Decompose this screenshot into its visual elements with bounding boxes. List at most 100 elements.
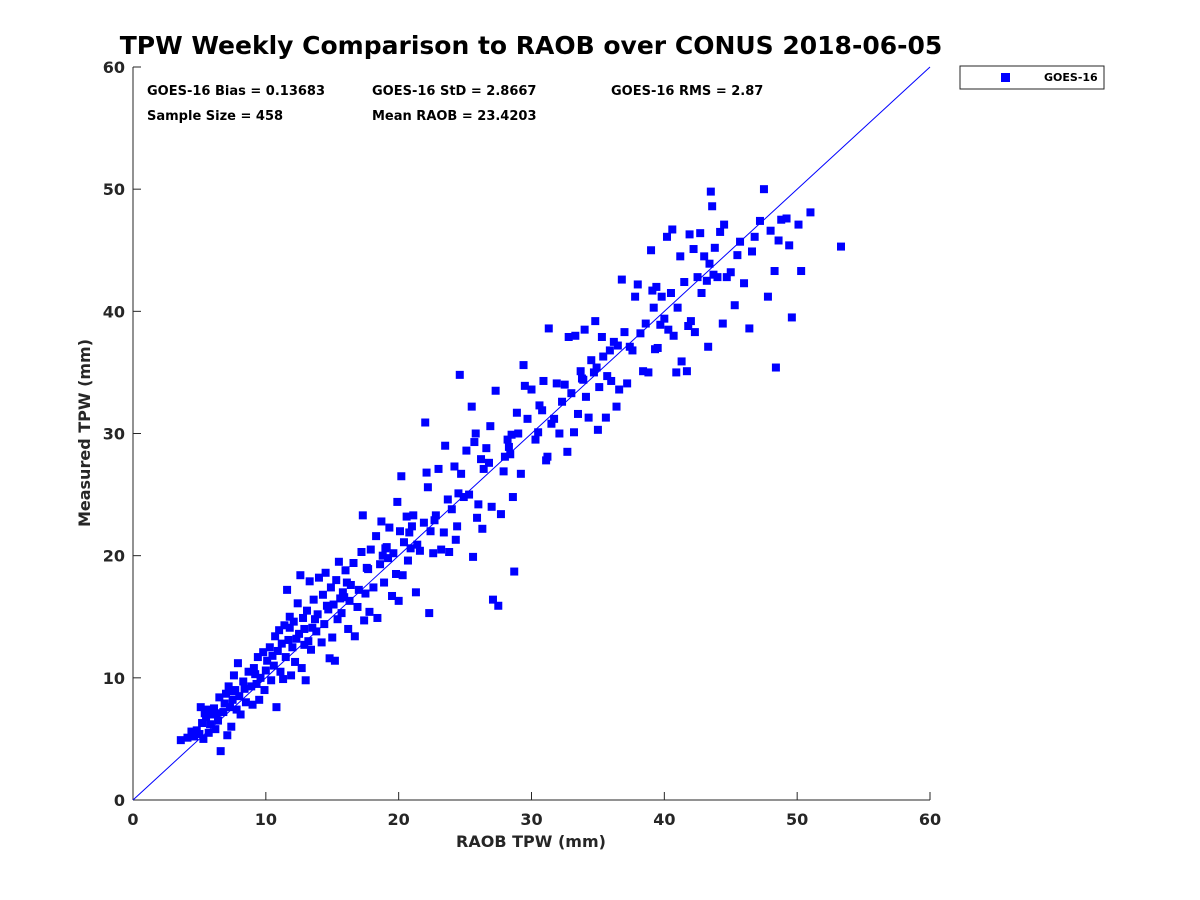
data-point bbox=[682, 367, 691, 376]
data-point bbox=[716, 227, 725, 236]
data-point bbox=[389, 549, 398, 558]
data-point bbox=[587, 356, 596, 365]
data-point bbox=[564, 332, 573, 341]
data-point bbox=[287, 671, 296, 680]
data-point bbox=[641, 319, 650, 328]
data-point bbox=[794, 220, 803, 229]
data-point bbox=[372, 532, 381, 541]
data-point bbox=[837, 242, 846, 251]
data-point bbox=[722, 273, 731, 282]
data-point bbox=[341, 566, 350, 575]
data-point bbox=[455, 370, 464, 379]
data-point bbox=[706, 187, 715, 196]
data-point bbox=[748, 247, 757, 256]
data-point bbox=[690, 328, 699, 337]
data-point bbox=[206, 720, 215, 729]
data-point bbox=[309, 595, 318, 604]
data-point bbox=[385, 523, 394, 532]
data-point bbox=[263, 656, 272, 665]
data-point bbox=[759, 185, 768, 194]
data-point bbox=[506, 450, 515, 459]
data-point bbox=[570, 428, 579, 437]
data-point bbox=[295, 629, 304, 638]
data-point bbox=[660, 314, 669, 323]
data-point bbox=[403, 556, 412, 565]
data-point bbox=[411, 588, 420, 597]
data-point bbox=[235, 692, 244, 701]
data-point bbox=[285, 623, 294, 632]
data-point bbox=[380, 578, 389, 587]
data-point bbox=[774, 236, 783, 245]
stat-rms: GOES-16 RMS = 2.87 bbox=[611, 84, 763, 99]
data-point bbox=[577, 374, 586, 383]
data-point bbox=[576, 367, 585, 376]
data-point bbox=[373, 613, 382, 622]
data-point bbox=[584, 413, 593, 422]
data-point bbox=[221, 689, 230, 698]
data-point bbox=[229, 671, 238, 680]
data-point bbox=[244, 667, 253, 676]
data-point bbox=[499, 467, 508, 476]
data-point bbox=[240, 684, 249, 693]
data-point bbox=[573, 409, 582, 418]
data-point bbox=[431, 511, 440, 520]
data-point bbox=[523, 414, 532, 423]
data-point bbox=[225, 703, 234, 712]
data-point bbox=[595, 383, 604, 392]
data-point bbox=[301, 676, 310, 685]
data-point bbox=[318, 590, 327, 599]
data-point bbox=[510, 567, 519, 576]
x-tick-label: 60 bbox=[919, 810, 941, 829]
data-point bbox=[384, 554, 393, 563]
data-point bbox=[666, 289, 675, 298]
data-point bbox=[599, 352, 608, 361]
data-point bbox=[220, 699, 229, 708]
data-point bbox=[450, 462, 459, 471]
data-point bbox=[195, 730, 204, 739]
data-point bbox=[399, 538, 408, 547]
legend-marker-square bbox=[1001, 73, 1010, 82]
data-point bbox=[471, 429, 480, 438]
data-point bbox=[322, 601, 331, 610]
y-tick-label: 60 bbox=[103, 58, 125, 77]
x-axis-label: RAOB TPW (mm) bbox=[456, 832, 606, 851]
x-tick-label: 50 bbox=[786, 810, 808, 829]
data-point bbox=[227, 722, 236, 731]
data-point bbox=[397, 472, 406, 481]
data-point bbox=[736, 237, 745, 246]
data-point bbox=[248, 700, 257, 709]
data-points bbox=[176, 185, 846, 756]
data-point bbox=[388, 591, 397, 600]
data-point bbox=[187, 727, 196, 736]
data-point bbox=[601, 413, 610, 422]
data-point bbox=[317, 638, 326, 647]
data-point bbox=[349, 558, 358, 567]
data-point bbox=[550, 414, 559, 423]
data-point bbox=[560, 380, 569, 389]
data-point bbox=[656, 320, 665, 329]
data-point bbox=[689, 245, 698, 254]
data-point bbox=[260, 686, 269, 695]
data-point bbox=[478, 524, 487, 533]
data-point bbox=[677, 357, 686, 366]
data-point bbox=[413, 540, 422, 549]
data-point bbox=[617, 275, 626, 284]
x-tick-label: 20 bbox=[388, 810, 410, 829]
data-point bbox=[558, 397, 567, 406]
data-point bbox=[607, 376, 616, 385]
data-point bbox=[567, 389, 576, 398]
data-point bbox=[212, 709, 221, 718]
x-tick-label: 10 bbox=[255, 810, 277, 829]
y-ticks: 0 10 20 30 40 50 60 bbox=[103, 58, 141, 810]
legend-label-goes16: GOES-16 bbox=[1044, 71, 1098, 84]
data-point bbox=[547, 419, 556, 428]
data-point bbox=[494, 601, 503, 610]
data-point bbox=[580, 325, 589, 334]
data-point bbox=[605, 346, 614, 355]
data-point bbox=[376, 560, 385, 569]
data-point bbox=[538, 406, 547, 415]
chart-title: TPW Weekly Comparison to RAOB over CONUS… bbox=[120, 31, 943, 60]
data-point bbox=[283, 585, 292, 594]
data-point bbox=[306, 645, 315, 654]
